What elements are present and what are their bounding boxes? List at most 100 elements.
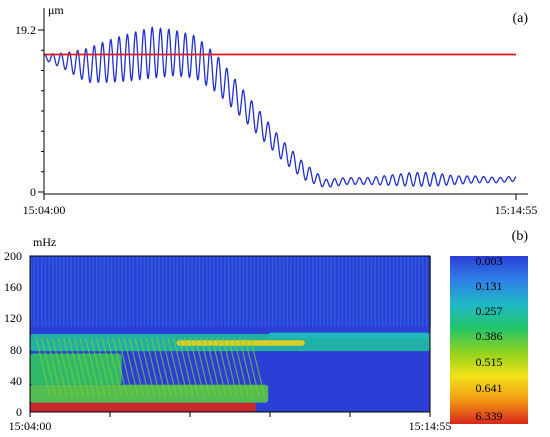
- heatmap-ridge: [90, 337, 106, 397]
- colorbar-tick-label: 0.386: [476, 329, 503, 343]
- colorbar-tick-label: 0.003: [476, 254, 503, 268]
- heatmap-ridge: [73, 337, 90, 397]
- heatmap-ridge: [222, 337, 238, 397]
- heatmap-stripe: [216, 256, 219, 327]
- heatmap-stripe: [297, 256, 300, 327]
- heatmap-stripe: [418, 256, 420, 327]
- panel-b-y-ticks: 200 160 120 80 40 0: [4, 249, 22, 419]
- heatmap-stripe: [158, 256, 160, 327]
- heatmap-stripe: [147, 256, 149, 327]
- heatmap-stripe: [132, 256, 135, 327]
- heatmap-stripe: [341, 256, 344, 327]
- heatmap-stripe: [359, 256, 362, 327]
- panel-a-x-tick-label-start: 15:04:00: [23, 203, 66, 217]
- heatmap-stripe: [326, 256, 329, 327]
- heatmap-stripe: [117, 256, 120, 327]
- heatmap-stripe: [183, 256, 186, 327]
- panel-b-y-tick-label: 40: [10, 374, 22, 388]
- heatmap-ridge: [150, 337, 167, 397]
- heatmap-stripe: [143, 256, 146, 327]
- heatmap-stripe: [70, 256, 72, 327]
- heatmap-ridge: [211, 337, 227, 397]
- heatmap-stripe: [180, 256, 182, 327]
- heatmap-stripe: [81, 256, 83, 327]
- heatmap-stripe: [172, 256, 175, 327]
- heatmap-stripe: [385, 256, 388, 327]
- heatmap-stripe: [312, 256, 314, 327]
- heatmap-ridge: [216, 337, 233, 397]
- heatmap-ridge: [106, 337, 123, 397]
- heatmap-stripe: [55, 256, 58, 327]
- heatmap-stripe: [323, 256, 325, 327]
- heatmap-cell: [30, 402, 256, 412]
- heatmap-stripe: [227, 256, 230, 327]
- heatmap-stripe: [62, 256, 65, 327]
- heatmap-ridge: [63, 337, 79, 397]
- colorbar-ticks: 0.003 0.131 0.257 0.386 0.515 0.641 6.33…: [476, 254, 503, 423]
- heatmap-stripe: [59, 256, 61, 327]
- heatmap-stripe: [106, 256, 109, 327]
- heatmap-stripe: [374, 256, 377, 327]
- heatmap-stripe: [352, 256, 355, 327]
- heatmap-stripe: [253, 256, 256, 327]
- panel-b-y-tick-label: 200: [4, 249, 22, 263]
- heatmap-cell: [268, 332, 430, 339]
- colorbar-tick-label: 0.515: [476, 355, 503, 369]
- heatmap-stripe: [260, 256, 263, 327]
- heatmap-ridge: [134, 337, 150, 397]
- heatmap-stripe: [84, 256, 87, 327]
- heatmap-ridge: [46, 337, 62, 397]
- heatmap-stripe: [286, 256, 289, 327]
- heatmap-stripe: [282, 256, 285, 327]
- heatmap-stripe: [103, 256, 105, 327]
- heatmap-stripe: [30, 256, 32, 327]
- heatmap-stripe: [198, 256, 201, 327]
- colorbar-tick-label: 0.131: [476, 279, 503, 293]
- heatmap-ridge: [172, 337, 189, 397]
- heatmap-ridge: [178, 337, 194, 397]
- heatmap-stripe: [136, 256, 138, 327]
- heatmap-stripe: [231, 256, 234, 327]
- panel-a-y-tick-label-top: 19.2: [15, 23, 36, 37]
- heatmap-ridge: [123, 337, 139, 397]
- heatmap-stripe: [121, 256, 124, 327]
- panel-b-frame: [29, 255, 431, 413]
- heatmap-ridge: [167, 337, 183, 397]
- heatmap-stripe: [77, 256, 80, 327]
- heatmap-stripe: [48, 256, 50, 327]
- heatmap-stripe: [73, 256, 76, 327]
- heatmap-stripe: [319, 256, 322, 327]
- heatmap-stripe: [279, 256, 281, 327]
- panel-a-label: (a): [512, 11, 528, 26]
- heatmap-stripe: [370, 256, 373, 327]
- heatmap-ridge: [249, 337, 266, 397]
- heatmap-stripe: [330, 256, 333, 327]
- heatmap-stripe: [315, 256, 318, 327]
- heatmap-ridge: [227, 337, 244, 397]
- heatmap-stripe: [422, 256, 424, 327]
- heatmap-stripe: [213, 256, 215, 327]
- heatmap-stripe: [411, 256, 413, 327]
- panel-b-x-tick-label-start: 15:04:00: [9, 419, 52, 433]
- heatmap-stripe: [194, 256, 197, 327]
- panel-b-y-tick-label: 0: [16, 405, 22, 419]
- heatmap-stripe: [271, 256, 274, 327]
- heatmap-cell: [30, 384, 269, 403]
- heatmap-ridge: [41, 337, 57, 397]
- heatmap-stripe: [389, 256, 391, 327]
- heatmap-ridge: [117, 337, 134, 397]
- heatmap-stripe: [400, 256, 402, 327]
- heatmap-stripe: [139, 256, 142, 327]
- heatmap-ridge: [52, 337, 68, 397]
- heatmap-ridge: [112, 337, 128, 397]
- heatmap-ridge: [145, 337, 161, 397]
- panel-b-heatmap: [30, 256, 431, 412]
- colorbar-tick-label: 0.641: [476, 381, 503, 395]
- heatmap-ridge: [161, 337, 178, 397]
- panel-b-y-tick-label: 160: [4, 280, 22, 294]
- heatmap-ridge: [35, 337, 51, 397]
- panel-a-series-line: [44, 26, 517, 188]
- heatmap-stripe: [110, 256, 113, 327]
- heatmap-stripe: [165, 256, 168, 327]
